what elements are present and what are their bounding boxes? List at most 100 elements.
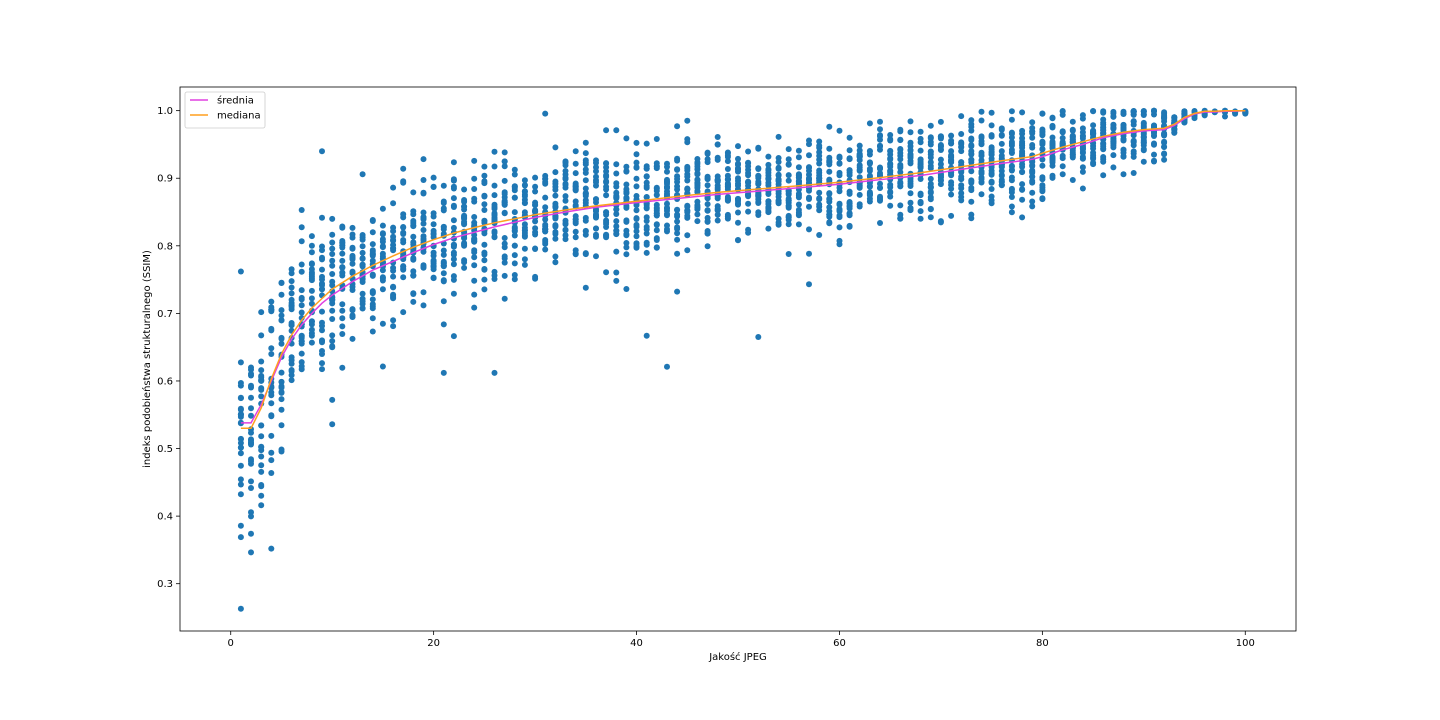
scatter-point [511,183,518,190]
scatter-point [958,182,965,189]
scatter-point [308,266,315,273]
scatter-point [816,174,823,181]
scatter-point [775,219,782,226]
scatter-point [816,167,823,174]
scatter-point [643,205,650,212]
scatter-point [572,180,579,187]
scatter-point [1008,140,1015,147]
scatter-point [623,168,630,175]
y-tick-label: 0.9 [157,174,173,185]
scatter-point [643,223,650,230]
scatter-point [816,201,823,208]
scatter-point [440,369,447,376]
scatter-point [481,266,488,273]
scatter-point [897,169,904,176]
scatter-point [603,192,610,199]
scatter-point [400,309,407,316]
scatter-point [349,255,356,262]
scatter-point [308,326,315,333]
scatter-point [653,227,660,234]
scatter-point [248,412,254,419]
scatter-point [521,230,528,236]
scatter-point [653,244,660,251]
scatter-point [1029,130,1036,137]
scatter-point [552,186,559,193]
scatter-point [735,160,741,167]
scatter-point [927,196,934,203]
scatter-point [461,186,468,193]
scatter-point [795,221,802,228]
scatter-point [1049,174,1056,181]
scatter-point [978,191,985,198]
scatter-point [542,237,549,243]
scatter-point [532,231,539,238]
scatter-point [461,235,468,242]
scatter-point [856,201,863,208]
scatter-point [684,117,691,124]
scatter-point [288,290,295,297]
scatter-point [258,309,265,316]
scatter-point [806,176,812,183]
scatter-point [1161,109,1168,116]
scatter-point [329,332,336,339]
scatter-point [1069,153,1076,160]
scatter-point [237,605,244,612]
scatter-point [877,165,883,172]
scatter-point [1039,196,1046,203]
scatter-point [603,160,610,167]
scatter-point [369,315,376,322]
scatter-point [816,138,823,145]
scatter-point [248,485,254,491]
y-tick-label: 1.0 [157,106,173,117]
scatter-point [1079,185,1086,192]
scatter-point [714,205,721,212]
scatter-point [1008,185,1015,192]
scatter-point [735,143,741,150]
scatter-point [349,283,356,290]
scatter-point [927,165,934,172]
scatter-point [724,197,731,204]
scatter-point [674,176,681,182]
scatter-point [765,191,772,197]
scatter-point [745,148,752,155]
scatter-point [258,482,265,488]
scatter-point [806,194,812,201]
scatter-point [958,190,965,197]
scatter-point [775,155,782,161]
scatter-point [927,148,934,155]
scatter-point [511,260,518,267]
scatter-point [359,279,366,285]
scatter-point [481,193,488,200]
scatter-point [339,307,346,314]
scatter-point [248,509,254,516]
scatter-point [877,180,883,187]
scatter-point [704,150,711,157]
scatter-point [308,233,315,240]
scatter-point [329,316,336,322]
scatter-point [359,236,366,243]
scatter-point [339,364,346,371]
scatter-point [308,332,315,339]
scatter-point [988,197,995,204]
scatter-point [664,163,670,170]
scatter-point [1039,188,1046,195]
scatter-point [319,273,325,280]
scatter-point [877,220,883,226]
scatter-point [471,236,478,243]
scatter-point [684,247,691,254]
scatter-point [613,223,620,230]
scatter-point [674,123,681,130]
scatter-point [491,148,498,155]
scatter-point [806,152,812,159]
scatter-point [390,245,397,252]
scatter-point [430,183,437,190]
scatter-point [1130,108,1137,115]
scatter-point [379,236,386,243]
scatter-point [684,163,691,170]
scatter-point [1019,152,1026,159]
scatter-point [1039,110,1046,117]
scatter-point [1059,152,1066,159]
scatter-point [613,230,620,237]
scatter-point [1029,168,1036,175]
scatter-point [542,194,549,201]
